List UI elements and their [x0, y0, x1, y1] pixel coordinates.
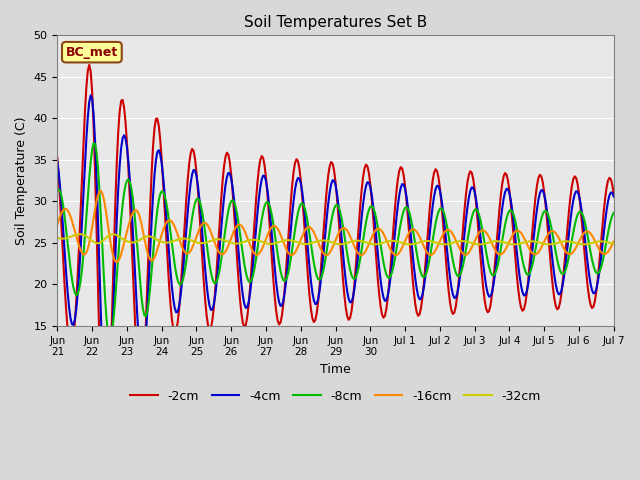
Line: -2cm: -2cm [58, 65, 614, 472]
-8cm [285, 265, 293, 271]
-2cm [351, 281, 358, 287]
-8cm [426, 255, 433, 261]
-32cm [610, 241, 618, 247]
-4cm [285, 245, 293, 251]
-2cm [54, 155, 61, 161]
-16cm [97, 188, 105, 194]
-32cm [510, 241, 518, 247]
Line: -4cm: -4cm [58, 95, 614, 417]
-8cm [610, 210, 618, 216]
-8cm [444, 224, 451, 230]
-32cm [442, 241, 449, 247]
Y-axis label: Soil Temperature (C): Soil Temperature (C) [15, 117, 28, 245]
-16cm [351, 244, 358, 250]
-16cm [285, 251, 293, 257]
-8cm [104, 331, 112, 337]
-32cm [67, 234, 74, 240]
-4cm [610, 194, 618, 200]
-16cm [54, 221, 61, 227]
Line: -8cm: -8cm [58, 143, 614, 340]
-2cm [101, 469, 109, 475]
-4cm [54, 159, 61, 165]
-32cm [76, 231, 83, 237]
-2cm [610, 192, 618, 197]
-8cm [54, 187, 61, 193]
-32cm [349, 239, 357, 244]
-8cm [106, 337, 113, 343]
Text: BC_met: BC_met [66, 46, 118, 59]
-2cm [444, 272, 451, 278]
-16cm [104, 224, 112, 229]
-4cm [103, 414, 111, 420]
-2cm [67, 344, 74, 349]
X-axis label: Time: Time [320, 363, 351, 376]
-8cm [90, 140, 97, 146]
-4cm [67, 315, 74, 321]
-8cm [67, 265, 74, 271]
-32cm [54, 235, 61, 240]
-32cm [104, 233, 112, 239]
-2cm [106, 396, 113, 402]
-4cm [87, 92, 95, 98]
Line: -16cm: -16cm [58, 191, 614, 262]
-4cm [106, 390, 113, 396]
-16cm [610, 239, 618, 244]
-32cm [424, 238, 432, 244]
Legend: -2cm, -4cm, -8cm, -16cm, -32cm: -2cm, -4cm, -8cm, -16cm, -32cm [125, 384, 546, 408]
-2cm [85, 62, 93, 68]
-4cm [351, 286, 358, 292]
-16cm [444, 227, 451, 233]
Title: Soil Temperatures Set B: Soil Temperatures Set B [244, 15, 428, 30]
Line: -32cm: -32cm [58, 234, 614, 244]
-2cm [426, 206, 433, 212]
-4cm [426, 230, 433, 236]
-4cm [444, 248, 451, 254]
-16cm [67, 213, 74, 219]
-16cm [113, 259, 121, 265]
-32cm [284, 237, 292, 243]
-2cm [285, 221, 293, 227]
-8cm [351, 276, 358, 282]
-16cm [426, 252, 433, 258]
